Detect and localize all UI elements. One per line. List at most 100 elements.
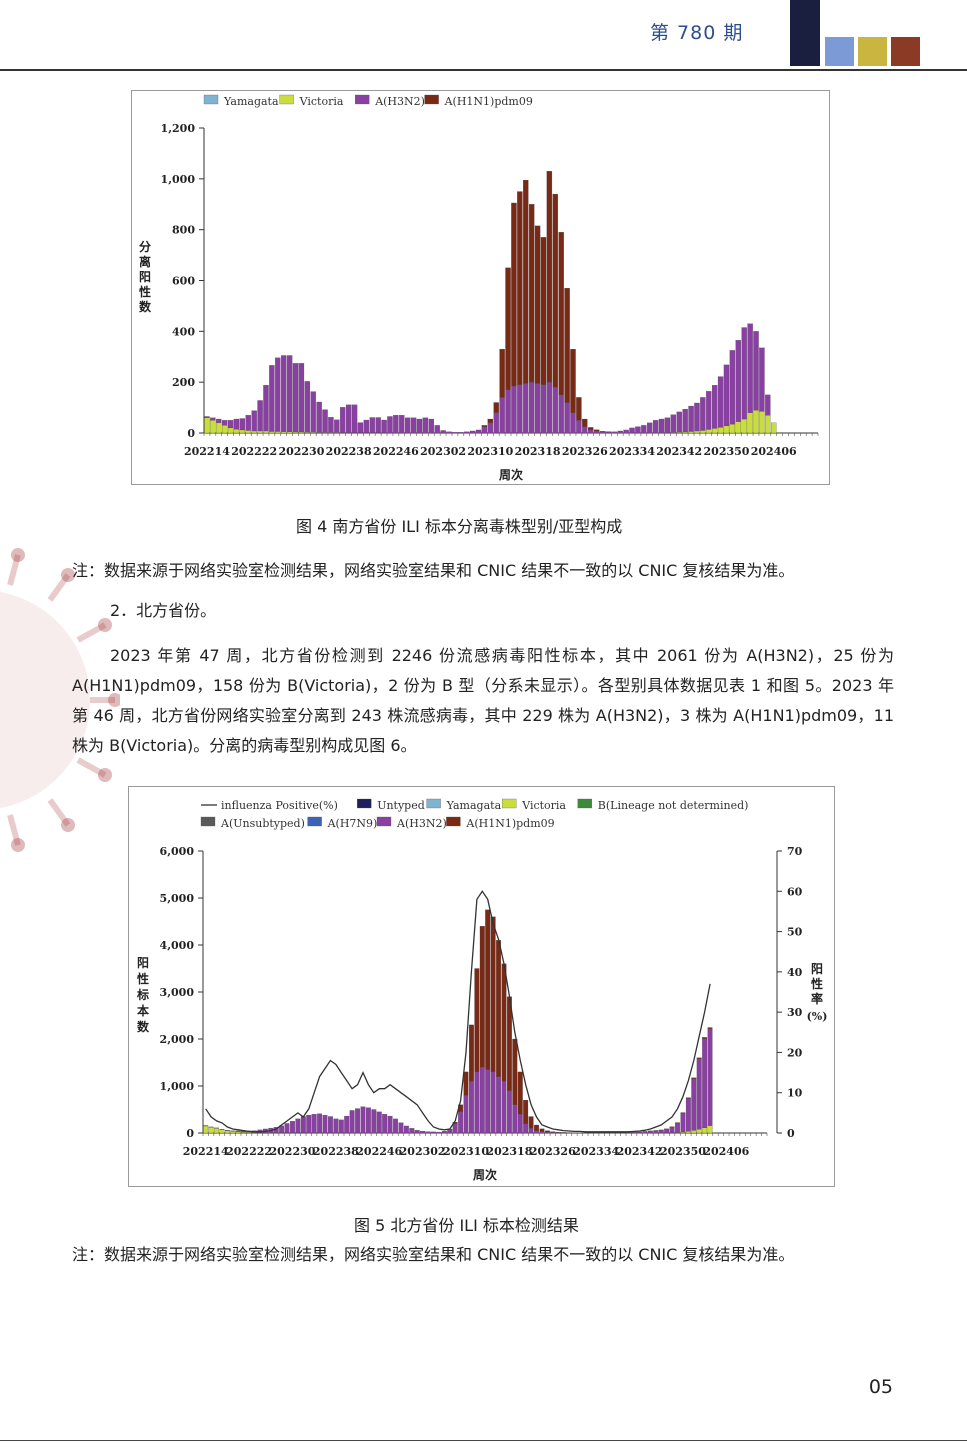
bar-a-h3n2- (658, 418, 665, 434)
bar-a-h3n2- (490, 1071, 496, 1134)
bar-a-h1n1-pdm09 (474, 968, 480, 1073)
bar-a-h1n1-pdm09 (675, 1122, 680, 1124)
bar-a-h1n1-pdm09 (469, 1024, 474, 1082)
bar-a-h3n2- (284, 1123, 290, 1133)
bar-a-h3n2- (599, 431, 606, 434)
bar-a-h3n2- (664, 417, 671, 434)
bar-a-h3n2- (422, 417, 429, 434)
bar-a-h3n2- (436, 1131, 442, 1134)
bar-a-h1n1-pdm09 (552, 193, 558, 388)
legend-label: B(Lineage not determined) (598, 799, 749, 812)
bar-victoria (717, 427, 724, 434)
bar-a-h1n1-pdm09 (499, 349, 505, 398)
bar-victoria (257, 430, 263, 434)
legend-swatch (279, 94, 294, 105)
bar-victoria (771, 422, 777, 434)
bottom-rule (0, 1440, 967, 1441)
bar-a-h3n2- (635, 426, 641, 434)
figure4-note: 注：数据来源于网络实验室检测结果，网络实验室结果和 CNIC 结果不一致的以 C… (72, 561, 795, 580)
bar-a-h3n2- (393, 415, 399, 434)
bar-a-h3n2- (700, 397, 706, 431)
bar-a-h3n2- (528, 1128, 534, 1134)
positive-rate-line (205, 890, 711, 1133)
bar-a-h3n2- (403, 1125, 409, 1134)
bar-a-h3n2- (539, 1131, 545, 1134)
bar-a-h3n2- (349, 1110, 355, 1134)
bar-a-h1n1-pdm09 (570, 349, 576, 413)
bar-a-h3n2- (387, 1115, 393, 1134)
bar-victoria (251, 430, 257, 434)
legend-swatch (200, 816, 216, 827)
y-axis-label: 离 (139, 254, 151, 269)
bar-a-h3n2- (712, 385, 718, 429)
bar-a-h1n1-pdm09 (487, 418, 494, 423)
bar-victoria (680, 1131, 686, 1134)
bar-a-h3n2- (523, 383, 529, 434)
bar-a-h3n2- (257, 400, 263, 432)
bar-a-h1n1-pdm09 (528, 1116, 534, 1129)
bar-victoria (235, 1131, 241, 1134)
bar-a-h3n2- (611, 431, 617, 434)
x-tick-label: 202246 (373, 445, 419, 458)
bar-a-h3n2- (458, 432, 464, 434)
bar-a-h3n2- (317, 1113, 323, 1134)
header-square-blue (825, 37, 854, 66)
y-tick-label: 0 (187, 427, 195, 440)
x-tick-label: 202222 (231, 445, 277, 458)
bar-a-h3n2- (570, 412, 576, 434)
bar-a-h3n2- (540, 384, 547, 434)
y2-axis-label: 阳 (811, 961, 823, 976)
bar-a-h1n1-pdm09 (702, 1037, 708, 1039)
bar-a-h3n2- (286, 355, 293, 432)
bar-a-h3n2- (582, 426, 588, 434)
bar-a-h1n1-pdm09 (479, 926, 485, 1068)
legend-swatch (203, 94, 219, 105)
bar-a-h3n2- (363, 419, 370, 433)
section-heading: 2．北方省份。 (110, 601, 217, 620)
bar-a-h3n2- (381, 419, 387, 433)
bar-a-h3n2- (446, 431, 452, 434)
bar-a-h3n2- (365, 1107, 371, 1134)
bar-a-h3n2- (452, 1123, 458, 1134)
y-axis-label: 阳 (139, 269, 151, 284)
bar-a-h3n2- (345, 404, 352, 433)
bar-a-h1n1-pdm09 (490, 916, 496, 1073)
bar-a-h1n1-pdm09 (505, 267, 511, 390)
bar-victoria (233, 429, 240, 434)
bar-a-h3n2- (735, 340, 741, 422)
bar-a-h1n1-pdm09 (599, 431, 606, 432)
header-rule (0, 69, 967, 71)
header-square-dark (790, 0, 820, 66)
legend-swatch (426, 798, 441, 809)
bar-a-h3n2- (269, 365, 275, 432)
legend-label: A(H7N9) (327, 817, 378, 830)
y2-tick-label: 20 (787, 1046, 803, 1059)
bar-a-h3n2- (564, 402, 570, 434)
y-tick-label: 1,000 (161, 173, 196, 186)
bar-a-h3n2- (642, 1131, 648, 1134)
bar-a-h3n2- (670, 414, 677, 433)
bar-a-h3n2- (664, 1129, 670, 1134)
bar-a-h3n2- (216, 418, 222, 423)
y-tick-label: 5,000 (160, 892, 195, 905)
bar-a-h3n2- (469, 1081, 474, 1134)
bar-victoria (219, 1129, 225, 1134)
bar-a-h3n2- (292, 363, 299, 433)
bar-a-h3n2- (344, 1115, 350, 1134)
bar-a-h3n2- (310, 391, 316, 433)
bar-victoria (204, 417, 210, 434)
bar-a-h3n2- (696, 1058, 702, 1130)
bar-victoria (706, 429, 712, 434)
legend-label: Victoria (521, 799, 566, 812)
bar-a-h3n2- (328, 1116, 333, 1134)
bar-a-h3n2- (706, 391, 712, 430)
bar-victoria (729, 423, 736, 434)
bar-a-h3n2- (511, 385, 517, 434)
bar-a-h3n2- (605, 431, 612, 434)
bar-a-h3n2- (641, 425, 647, 434)
bar-a-h1n1-pdm09 (511, 202, 517, 387)
bar-a-h3n2- (747, 323, 753, 413)
bar-a-h3n2- (680, 1113, 686, 1133)
bar-a-h3n2- (487, 422, 494, 434)
bar-victoria (741, 418, 747, 434)
